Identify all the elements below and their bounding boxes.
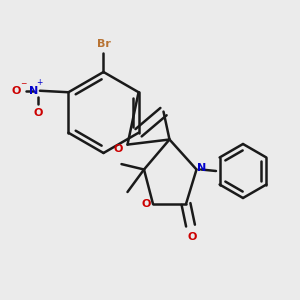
Text: O: O (142, 199, 151, 209)
Text: N: N (197, 163, 206, 173)
Text: −: − (20, 79, 27, 88)
Text: Br: Br (97, 39, 110, 49)
Text: O: O (114, 144, 123, 154)
Text: +: + (36, 78, 43, 87)
Text: O: O (187, 232, 197, 242)
Text: N: N (29, 86, 38, 96)
Text: O: O (11, 86, 20, 96)
Text: O: O (34, 108, 43, 118)
